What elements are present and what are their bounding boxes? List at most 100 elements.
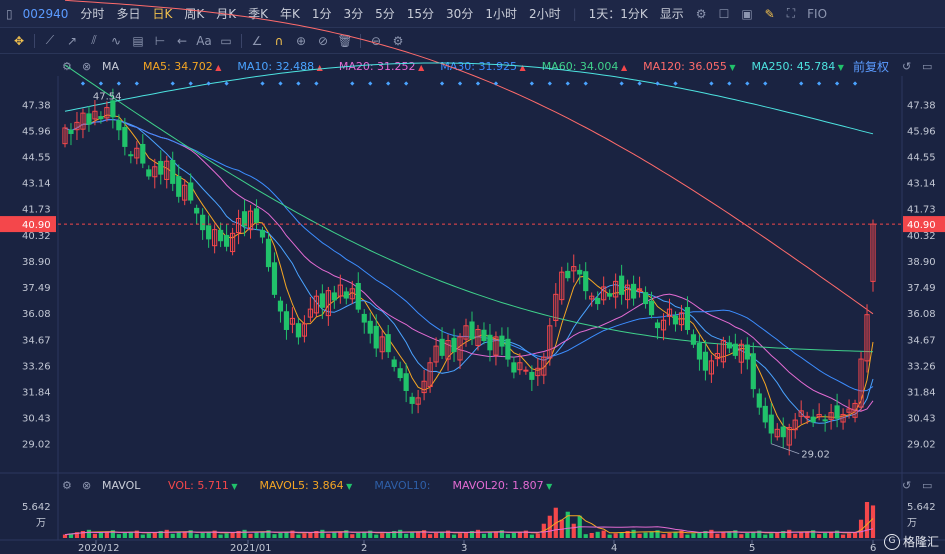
volume-bar [206,531,211,538]
volume-bar [631,529,636,538]
vol-settings-icon[interactable]: ⚙ [62,478,72,492]
image-icon[interactable]: ▣ [741,6,753,21]
event-marker [619,81,624,86]
period-tab[interactable]: 15分 [406,7,435,21]
trash-icon[interactable]: 🗑 [337,33,353,48]
fullscreen-icon[interactable]: ⛶ [786,6,796,20]
volume-bar [410,532,415,538]
range-tool-icon[interactable]: ⊢ [154,33,166,48]
candle-body [774,428,780,438]
candle-body [361,313,367,323]
period-tab[interactable]: 1分 [311,7,332,21]
period-tab[interactable]: 分时 [80,7,105,21]
y-tick-left: 34.67 [22,335,51,346]
vol-minimize-icon[interactable]: ▭ [922,478,933,492]
period-tab[interactable]: 30分 [446,7,474,21]
link-icon[interactable]: ⊖ [370,33,382,48]
period-tab[interactable]: 3分 [343,7,364,21]
volume-bar [146,533,151,538]
date-label: 5 [749,543,755,554]
text-tool-icon[interactable]: Aa [196,33,212,48]
volume-bar [104,531,109,538]
indicator-close-icon[interactable]: ⊗ [82,59,92,73]
volume-bar [284,531,289,538]
vol-close-icon[interactable]: ⊗ [82,478,92,492]
period-tab[interactable]: 多日 [116,7,141,21]
ray-tool-icon[interactable]: ↗ [66,33,78,48]
volume-bar [601,530,606,538]
current-price-left: 40.90 [22,220,51,231]
vol-undo-icon[interactable]: ↺ [902,478,912,492]
volume-bar [164,529,169,538]
sidebar-toggle-icon[interactable]: ▯ [6,6,13,21]
lock-icon[interactable]: ⊕ [295,33,307,48]
y-tick-right: 41.73 [907,205,936,216]
hide-icon[interactable]: ⊘ [317,33,329,48]
candle-body [409,396,415,404]
volume-bar [116,534,121,538]
volume-bar [745,532,750,538]
event-marker [350,81,355,86]
volume-bar [481,533,487,538]
candle-body [720,340,726,363]
arrow-down-icon: ▼ [343,481,353,491]
magnet-icon[interactable]: ∩ [274,33,284,48]
volume-bar [547,515,552,538]
ma-label: MA [102,59,120,73]
settings-icon[interactable]: ⚙ [695,6,707,21]
wave-tool-icon[interactable]: ∿ [110,33,122,48]
stock-code[interactable]: 002940 [22,6,69,21]
period-tab[interactable]: 5分 [375,7,395,21]
event-marker [475,81,481,86]
legend-value: VOL: 5.711 [168,478,229,492]
volume-bar [380,533,385,538]
minimize-icon[interactable]: ▭ [922,59,933,73]
undo-icon[interactable]: ↺ [902,59,912,73]
y-tick-right: 29.02 [907,440,936,451]
volume-bar [260,531,265,538]
volume-bar [272,534,277,538]
candle-body [62,127,68,145]
candle-body [523,369,529,372]
pencil-icon[interactable]: ✎ [764,6,775,21]
legend-item: MA10: 32.488 ▲ [237,60,322,73]
fio-button[interactable]: FIO [807,6,828,21]
candle-body [463,325,469,340]
volume-bar [613,533,618,538]
candle-body [601,286,607,301]
channel-tool-icon[interactable]: ⫽ [91,33,97,47]
comment-tool-icon[interactable]: ▭ [220,33,232,48]
period-tab[interactable]: 年K [279,7,300,21]
crosshair-icon[interactable]: ✥ [13,33,25,48]
y-tick-left: 38.90 [22,257,51,268]
volume-bar [457,533,463,538]
legend-value: MAVOL10: [374,478,431,492]
y-tick-left: 40.32 [22,231,51,242]
candle-body [295,323,302,338]
adjust-button[interactable]: 前复权 [853,59,890,74]
volume-bar [122,532,127,538]
period-tab[interactable]: 2小时 [528,7,561,21]
volume-bar [368,530,373,538]
volume-bar [709,529,714,538]
event-marker [206,81,211,86]
y-tick-right: 37.49 [907,283,936,294]
arrow-tool-icon[interactable]: ← [176,33,188,48]
volume-bar [769,533,774,538]
display-menu[interactable]: 显示 [659,7,684,21]
range-select[interactable]: 1天：1分K [588,7,648,21]
period-tab[interactable]: 1小时 [485,7,517,21]
candle-body [164,160,170,180]
candle-body [696,343,703,360]
candle-body [714,353,720,360]
ruler-icon[interactable]: ∠ [251,33,263,48]
period-tab[interactable]: 日K [152,7,173,21]
ma250-line [64,62,874,135]
fibonacci-tool-icon[interactable]: ▤ [132,33,144,48]
checkbox-icon[interactable]: ☐ [718,6,730,21]
line-tool-icon[interactable]: ⟋ [45,33,55,47]
volume-bar [637,533,642,538]
gear-icon[interactable]: ⚙ [392,33,404,48]
candle-body [337,284,343,297]
